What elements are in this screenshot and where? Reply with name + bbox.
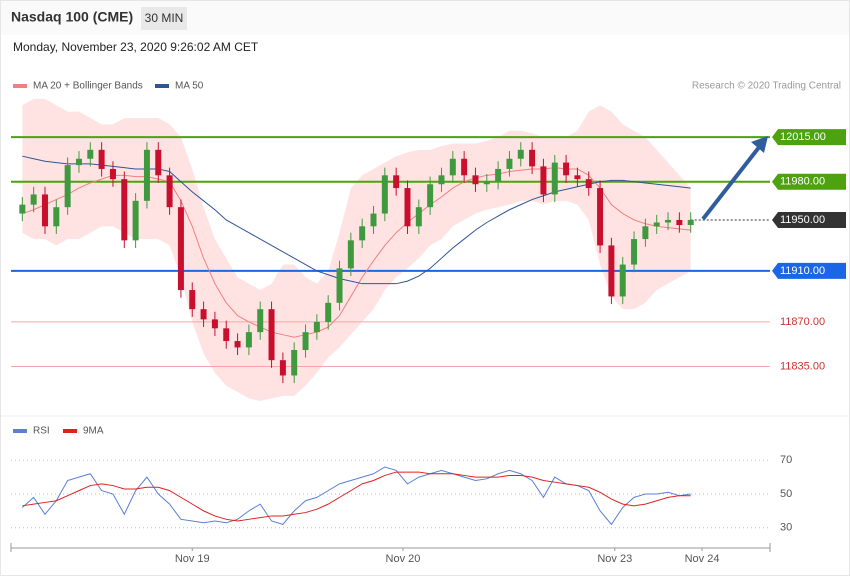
forecast-arrowhead — [751, 136, 768, 153]
candle-body — [313, 321, 320, 333]
candle-body — [676, 219, 683, 226]
timeframe-box — [141, 7, 187, 30]
candle-body — [551, 162, 558, 195]
candle-body — [540, 166, 547, 195]
candle-body — [415, 207, 422, 227]
candle-body — [291, 349, 298, 376]
candle-body — [279, 360, 286, 376]
rsi-tick-label: 30 — [780, 522, 792, 534]
candle-body — [30, 194, 37, 205]
candle-body — [574, 175, 581, 180]
x-tick-label: Nov 20 — [386, 553, 421, 565]
x-tick-label: Nov 19 — [175, 553, 210, 565]
bollinger-band — [22, 98, 691, 401]
level-label: 11950.00 — [780, 214, 825, 226]
level-tag — [772, 173, 846, 190]
candle-body — [336, 268, 343, 303]
candle-body — [404, 188, 411, 227]
candle-body — [177, 207, 184, 291]
candle-body — [75, 158, 82, 166]
candle-body — [506, 158, 513, 169]
candle-body — [98, 149, 105, 169]
candle-body — [132, 200, 139, 241]
legend-swatch — [155, 84, 169, 88]
candle-body — [529, 149, 536, 167]
candle-body — [665, 219, 672, 223]
level-label: 11910.00 — [780, 265, 825, 277]
ma50-line — [22, 155, 691, 285]
candle-body — [608, 245, 615, 297]
candle-body — [200, 309, 207, 320]
candle-body — [483, 181, 490, 185]
candle-body — [563, 162, 570, 176]
legend-swatch — [63, 429, 77, 433]
candle-body — [642, 226, 649, 240]
candle-body — [597, 188, 604, 246]
candle-body — [234, 341, 241, 348]
candle-body — [427, 184, 434, 208]
candle-body — [64, 165, 71, 208]
candle-body — [268, 309, 275, 361]
candle-body — [155, 149, 162, 176]
legend-label: 9MA — [83, 426, 104, 437]
candle-body — [166, 175, 173, 208]
candle-body — [189, 290, 196, 310]
candle-body — [19, 204, 26, 214]
rsi-tick-label: 50 — [780, 488, 792, 500]
legend-swatch — [13, 84, 27, 88]
candle-body — [461, 158, 468, 176]
candle-body — [53, 207, 60, 227]
candle-body — [495, 168, 502, 182]
candle-body — [585, 179, 592, 189]
candle-body — [359, 226, 366, 241]
candle-body — [245, 332, 252, 348]
forecast-arrow — [701, 144, 762, 221]
rsi-tick-label: 70 — [780, 454, 792, 466]
legend-label: MA 50 — [175, 81, 204, 92]
rsi-line — [21, 466, 691, 526]
candle-body — [472, 175, 479, 185]
chart-title: Nasdaq 100 (CME) — [11, 9, 133, 25]
candle-body — [449, 158, 456, 176]
candle-body — [302, 332, 309, 350]
candle-body — [143, 149, 150, 201]
candle-body — [381, 175, 388, 214]
level-tag — [772, 262, 846, 279]
credit: Research © 2020 Trading Central — [692, 81, 841, 92]
candle-body — [347, 240, 354, 269]
candle-body — [87, 149, 94, 159]
x-tick-label: Nov 23 — [597, 553, 632, 565]
level-tag — [772, 211, 846, 228]
level-label: 11870.00 — [780, 316, 825, 328]
legend-label: RSI — [33, 426, 50, 437]
level-label: 12015.00 — [780, 131, 826, 143]
candle-body — [631, 239, 638, 265]
candle-body — [370, 213, 377, 227]
candle-body — [325, 302, 332, 322]
rsi-line — [22, 471, 691, 522]
candle-body — [121, 179, 128, 241]
level-label: 11835.00 — [780, 360, 825, 372]
timeframe: 30 MIN — [145, 11, 184, 25]
candle-body — [41, 194, 48, 227]
subtitle: Monday, November 23, 2020 9:26:02 AM CET — [13, 40, 259, 54]
candle-body — [653, 222, 660, 227]
candle-body — [619, 264, 626, 297]
candle-body — [223, 328, 230, 342]
ma20-line — [22, 167, 691, 338]
level-label: 11980.00 — [780, 176, 825, 188]
candle-body — [687, 219, 694, 226]
candle-body — [257, 309, 264, 333]
candle-body — [438, 175, 445, 185]
candle-body — [109, 168, 116, 180]
level-tag — [772, 129, 846, 146]
candle-body — [211, 319, 218, 329]
legend-label: MA 20 + Bollinger Bands — [33, 81, 143, 92]
x-tick-label: Nov 24 — [685, 553, 720, 565]
candle-body — [517, 149, 524, 159]
legend-swatch — [13, 429, 27, 433]
candle-body — [393, 175, 400, 189]
